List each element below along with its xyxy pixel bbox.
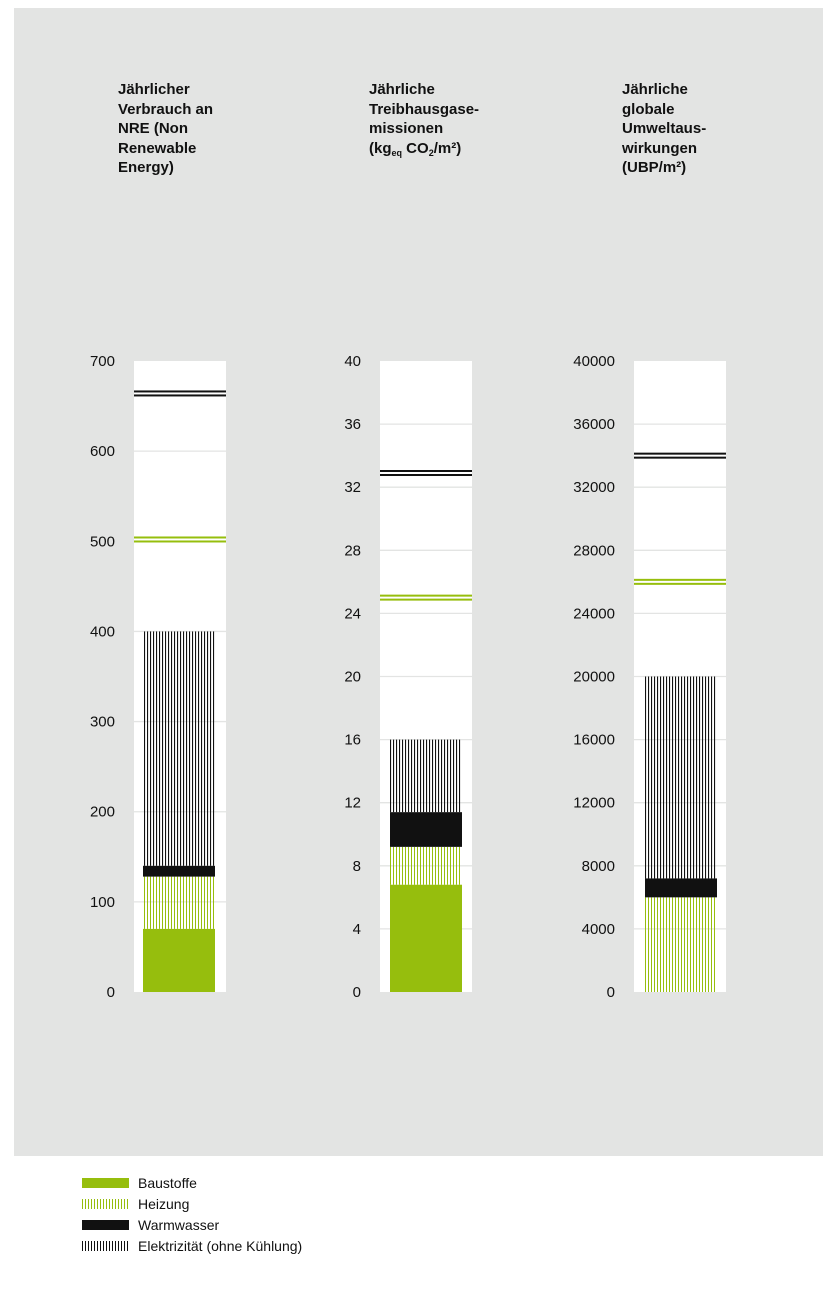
reference-line xyxy=(134,390,226,397)
legend-label: Heizung xyxy=(138,1195,190,1212)
tick-label: 8 xyxy=(353,858,361,875)
bar-segment xyxy=(390,884,462,992)
tick-label: 36000 xyxy=(573,416,615,433)
unit-sub-2: 2 xyxy=(428,147,434,158)
chart-title-ghg: Jährliche Treibhausgase- missionen (kgeq… xyxy=(369,80,539,158)
reference-line-stroke xyxy=(134,394,226,397)
reference-line-stroke xyxy=(134,540,226,543)
title-line: Renewable xyxy=(118,139,197,157)
legend-item-elektrizitaet: Elektrizität (ohne Kühlung) xyxy=(82,1235,302,1256)
title-line: NRE (Non xyxy=(118,120,188,137)
unit-pre: (kg xyxy=(369,139,392,157)
title-line: Verbrauch an xyxy=(118,100,214,118)
reference-line-stroke xyxy=(634,582,726,585)
unit-mid: CO xyxy=(402,139,429,157)
legend-label: Elektrizität (ohne Kühlung) xyxy=(138,1237,303,1254)
chart-nre: 0 100 200 300 400 500 600 700 xyxy=(90,353,226,1001)
tick-label: 400 xyxy=(90,623,115,640)
reference-line-stroke xyxy=(380,598,472,601)
title-line: missionen xyxy=(369,120,444,137)
legend-item-baustoffe: Baustoffe xyxy=(82,1172,302,1193)
reference-line xyxy=(380,594,472,601)
tick-label: 0 xyxy=(353,984,361,1001)
tick-label: 8000 xyxy=(582,858,615,875)
tick-label: 12000 xyxy=(573,795,615,812)
legend: Baustoffe Heizung Warmwasser Elektrizitä… xyxy=(82,1172,302,1256)
legend-item-warmwasser: Warmwasser xyxy=(82,1214,302,1235)
tick-label: 200 xyxy=(90,804,115,821)
tick-label: 4000 xyxy=(582,921,615,938)
legend-label: Baustoffe xyxy=(138,1174,197,1191)
unit-post: /m²) xyxy=(433,139,462,157)
reference-line-stroke xyxy=(634,578,726,581)
bar-segment xyxy=(645,897,717,992)
tick-label: 24 xyxy=(344,605,361,622)
title-unit-line: (kgeq CO2/m²) xyxy=(369,139,539,159)
reference-line xyxy=(634,452,726,459)
bar-segment xyxy=(390,812,462,847)
legend-swatch xyxy=(82,1240,129,1251)
tick-label: 20000 xyxy=(573,669,615,686)
reference-line-stroke xyxy=(134,536,226,539)
tick-label: 28000 xyxy=(573,542,615,559)
tick-label: 100 xyxy=(90,894,115,911)
title-line: Energy) xyxy=(118,159,174,176)
reference-line xyxy=(380,470,472,477)
tick-label: 16000 xyxy=(573,732,615,749)
bar-segment xyxy=(143,928,215,992)
tick-label: 40000 xyxy=(573,353,615,370)
title-line: Umweltaus- xyxy=(622,120,707,137)
tick-label: 40 xyxy=(344,353,361,370)
chart-ubp: 0 4000 8000 12000 16000 20000 24000 28000 32000 3… xyxy=(573,353,726,1001)
legend-swatch xyxy=(82,1177,129,1188)
tick-label: 700 xyxy=(90,353,115,370)
title-line: Jährlicher xyxy=(118,81,190,98)
legend-swatch xyxy=(82,1219,129,1230)
tick-label: 24000 xyxy=(573,605,615,622)
legend-swatch xyxy=(82,1198,129,1209)
bar-segment xyxy=(143,865,215,877)
tick-label: 36 xyxy=(344,416,361,433)
bar-segment xyxy=(390,846,462,885)
tick-label: 600 xyxy=(90,443,115,460)
chart-title-ubp: Jährliche globale Umweltaus- wirkungen (… xyxy=(622,80,792,178)
reference-line-stroke xyxy=(134,390,226,393)
tick-label: 4 xyxy=(353,921,361,938)
bar-segment xyxy=(143,876,215,929)
chart-ghg: 0 4 8 12 16 20 24 28 32 36 40 xyxy=(344,353,472,1001)
bar-segment xyxy=(143,631,215,866)
tick-label: 20 xyxy=(344,669,361,686)
legend-item-heizung: Heizung xyxy=(82,1193,302,1214)
tick-label: 32000 xyxy=(573,479,615,496)
tick-label: 0 xyxy=(607,984,615,1001)
reference-line-stroke xyxy=(634,452,726,455)
tick-label: 300 xyxy=(90,714,115,731)
title-line: Jährliche xyxy=(369,81,435,98)
reference-line-stroke xyxy=(380,474,472,477)
title-line: (UBP/m²) xyxy=(622,159,687,176)
bar-segment xyxy=(645,676,717,879)
reference-line xyxy=(634,578,726,585)
reference-line xyxy=(134,536,226,543)
reference-line-stroke xyxy=(634,456,726,459)
tick-label: 12 xyxy=(344,795,361,812)
chart-title-nre: Jährlicher Verbrauch an NRE (Non Renewab… xyxy=(118,80,288,178)
tick-label: 500 xyxy=(90,533,115,550)
unit-sub-eq: eq xyxy=(391,147,403,158)
bar-segment xyxy=(390,739,462,813)
reference-line-stroke xyxy=(380,470,472,473)
title-line: Jährliche xyxy=(622,81,688,98)
reference-line-stroke xyxy=(380,594,472,597)
tick-label: 28 xyxy=(344,542,361,559)
title-line: wirkungen xyxy=(622,139,698,157)
title-line: Treibhausgase- xyxy=(369,100,480,118)
legend-label: Warmwasser xyxy=(138,1216,220,1233)
tick-label: 32 xyxy=(344,479,361,496)
tick-label: 16 xyxy=(344,732,361,749)
tick-label: 0 xyxy=(107,984,115,1001)
title-line: globale xyxy=(622,100,675,118)
bar-segment xyxy=(645,878,717,898)
